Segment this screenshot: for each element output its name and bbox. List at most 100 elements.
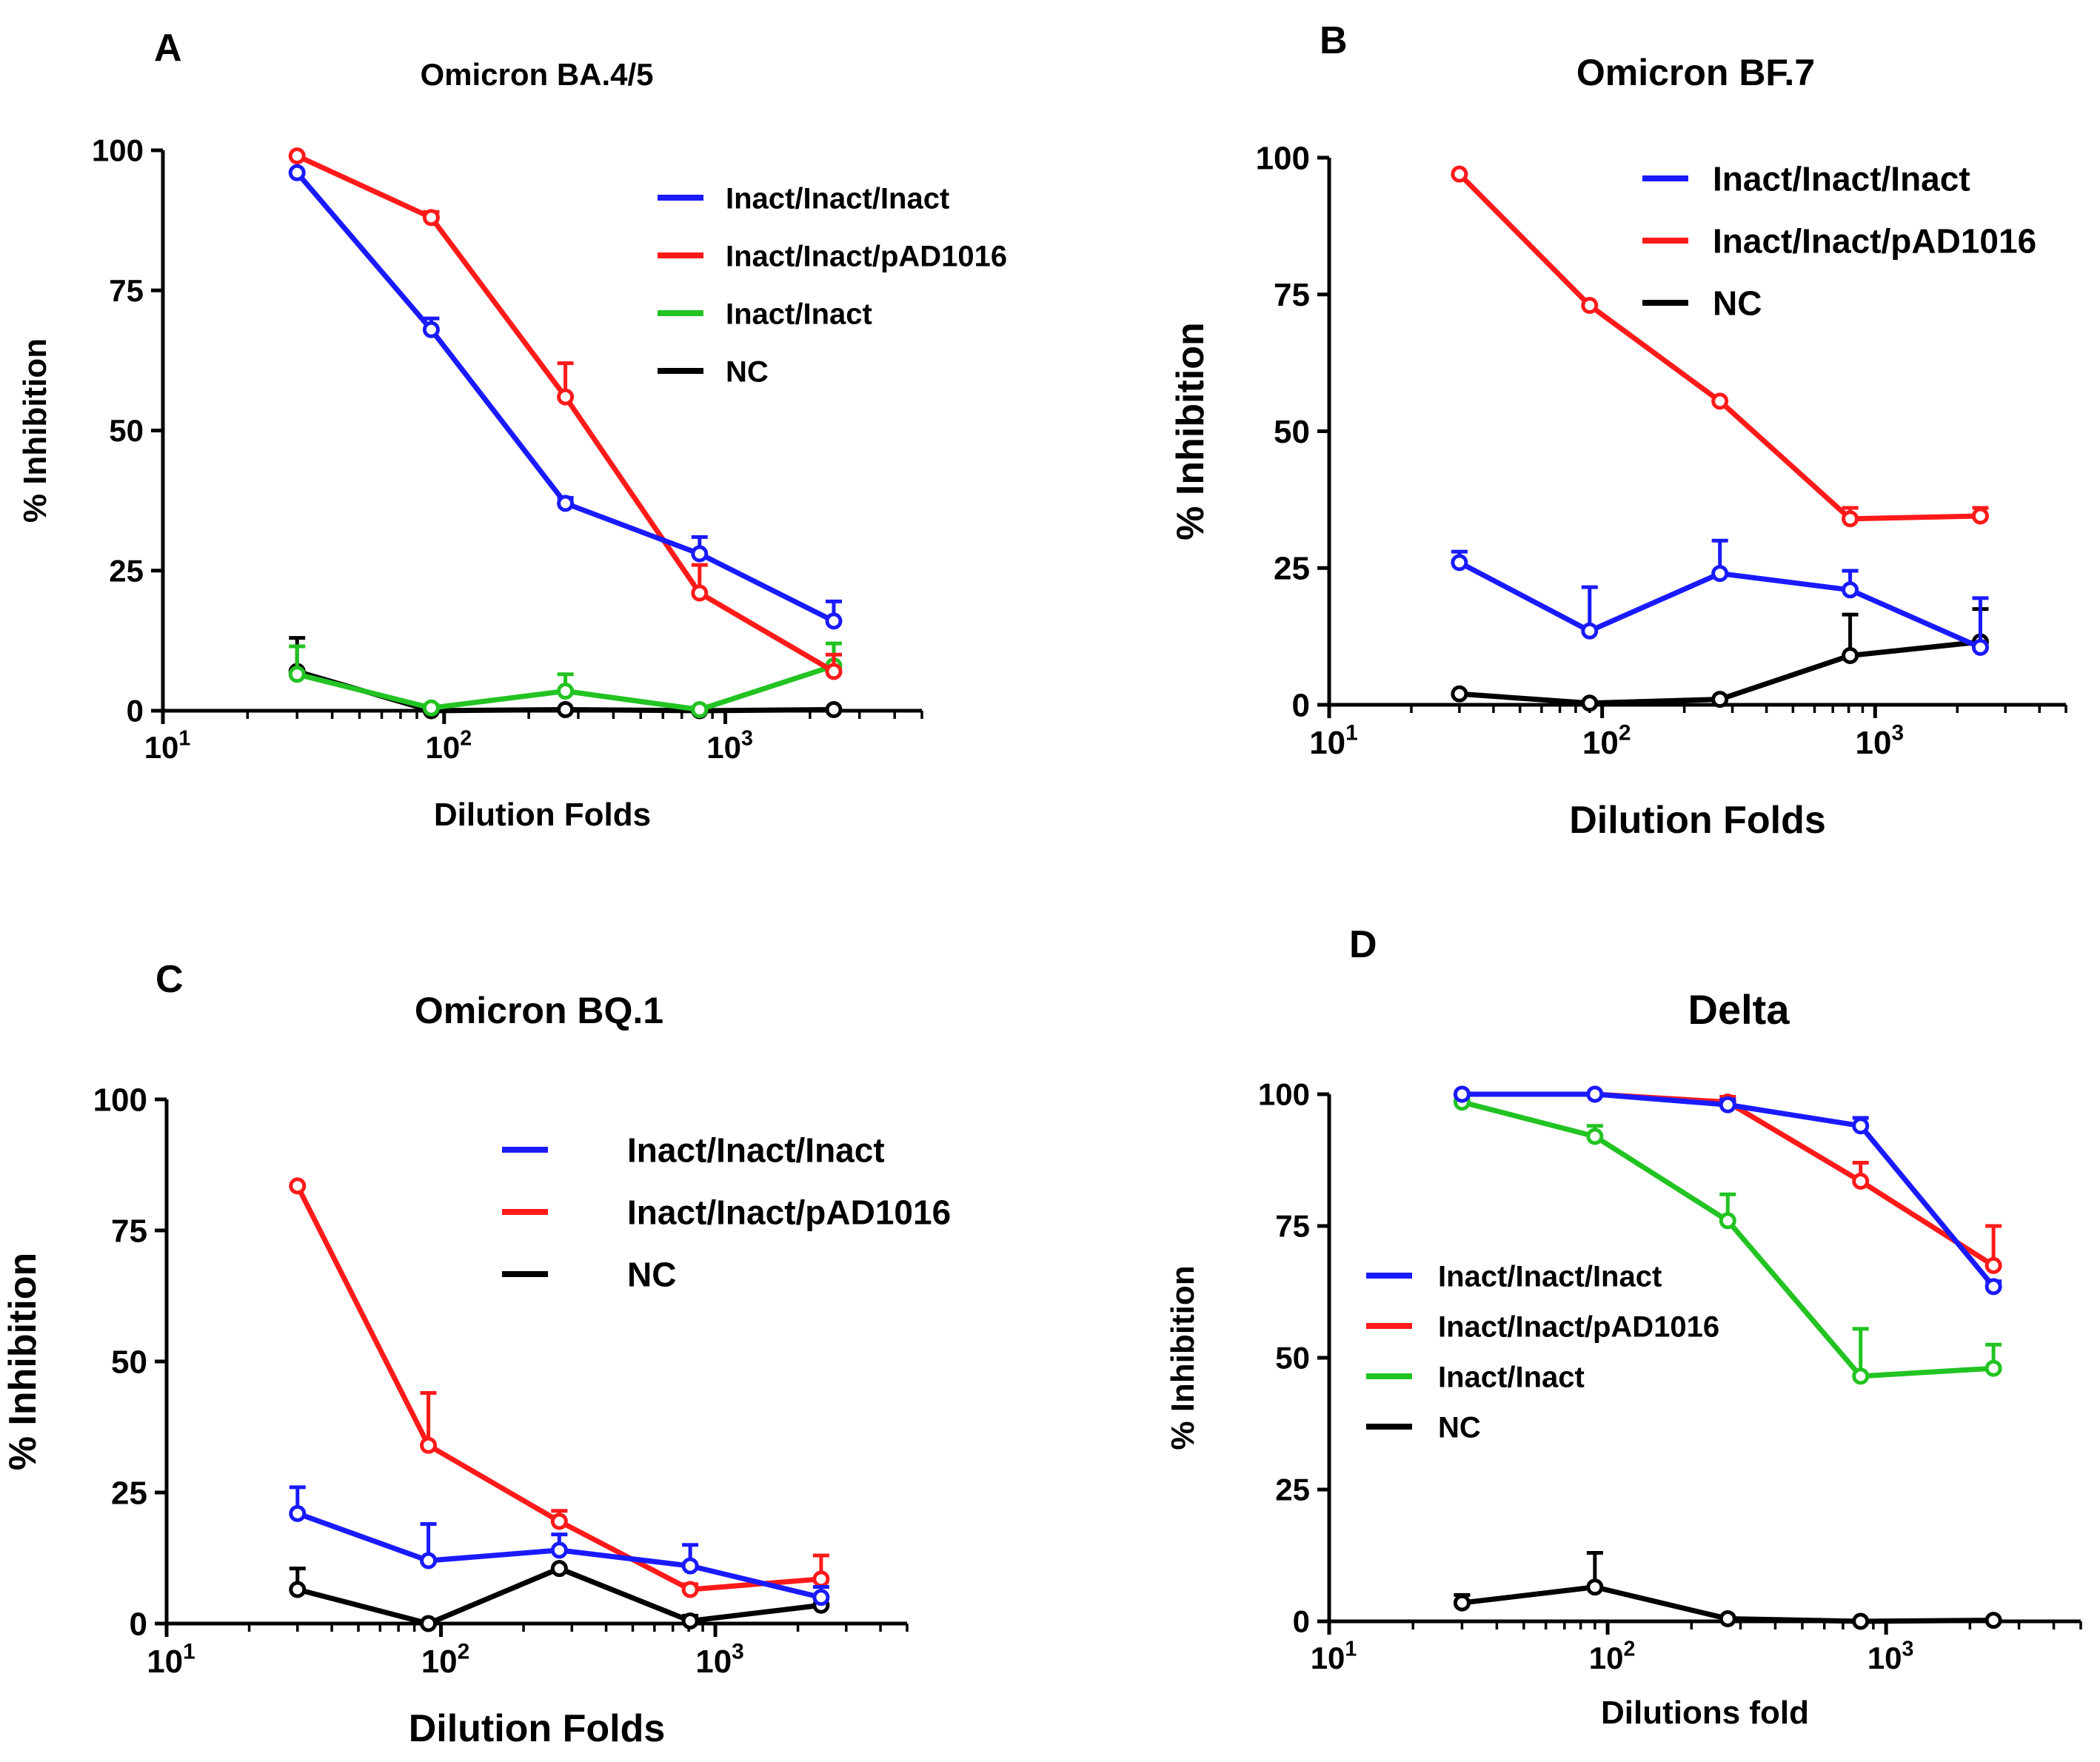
legend-label: NC	[1713, 284, 1762, 323]
data-point	[1586, 1128, 1604, 1145]
data-point	[825, 700, 843, 718]
y-tick-label: 0	[1293, 1604, 1310, 1639]
data-point	[1453, 1085, 1471, 1103]
x-tick-label: 101	[144, 726, 191, 765]
legend-label: Inact/Inact/Inact	[627, 1131, 885, 1170]
y-tick-label: 75	[1274, 277, 1310, 313]
y-tick-label: 100	[1258, 1077, 1310, 1112]
series-inact-inact-inact	[1453, 1085, 2002, 1296]
data-point	[1581, 694, 1599, 712]
data-point	[422, 209, 440, 227]
data-point	[1842, 510, 1859, 528]
legend: Inact/Inact/Inact Inact/Inact/pAD1016 NC	[502, 1131, 951, 1294]
y-tick-label: 25	[1275, 1473, 1310, 1507]
y-axis-label: % Inhibition	[17, 338, 53, 523]
data-point	[1719, 1096, 1736, 1113]
y-tick-label: 0	[127, 694, 144, 728]
data-point	[1984, 1256, 2002, 1274]
y-tick-label: 100	[92, 133, 144, 168]
series-nc	[1453, 1550, 2002, 1630]
panel-letter: A	[154, 27, 182, 70]
data-point	[1586, 1085, 1604, 1103]
data-point	[691, 584, 709, 602]
data-point	[691, 700, 709, 718]
data-point	[420, 1436, 438, 1454]
data-point	[1451, 685, 1468, 703]
chart-title: Omicron BF.7	[1576, 52, 1815, 93]
legend: Inact/Inact/Inact Inact/Inact/pAD1016 NC	[1642, 160, 2036, 323]
data-point	[1451, 165, 1468, 183]
panel-letter: B	[1320, 19, 1348, 62]
panel-letter: C	[156, 958, 184, 1001]
panel-letter: D	[1349, 923, 1377, 966]
legend-label: NC	[627, 1256, 676, 1294]
data-point	[1719, 1609, 1736, 1627]
data-point	[1842, 581, 1859, 599]
data-point	[1711, 565, 1729, 583]
legend-label: Inact/Inact	[1438, 1361, 1585, 1393]
data-point	[1971, 507, 1989, 525]
series-inact-inact-inact	[1451, 538, 1989, 656]
data-point	[681, 1612, 699, 1629]
data-point	[557, 495, 575, 512]
data-point	[812, 1570, 830, 1588]
x-tick-label: 102	[421, 1640, 470, 1680]
data-point	[420, 1615, 438, 1632]
y-tick-label: 100	[1256, 140, 1310, 176]
legend-label: Inact/Inact/pAD1016	[1438, 1310, 1719, 1343]
data-point	[288, 666, 306, 683]
data-point	[1984, 1612, 2002, 1629]
data-point	[1852, 1367, 1870, 1385]
y-tick-label: 25	[109, 553, 144, 588]
data-point	[1852, 1117, 1870, 1135]
legend: Inact/Inact/Inact Inact/Inact/pAD1016 Inac…	[658, 182, 1007, 388]
data-point	[1984, 1359, 2002, 1377]
data-point	[1711, 392, 1729, 410]
y-tick-label: 50	[1274, 414, 1310, 450]
data-point	[288, 147, 306, 165]
data-point	[1453, 1594, 1471, 1612]
legend-label: Inact/Inact/pAD1016	[726, 240, 1007, 272]
x-tick-label: 101	[1309, 721, 1358, 761]
data-point	[557, 700, 575, 718]
y-tick-label: 50	[109, 413, 144, 448]
data-point	[1719, 1212, 1736, 1230]
data-point	[1852, 1612, 1870, 1630]
x-tick-label: 101	[1311, 1637, 1357, 1675]
x-tick-label: 103	[695, 1640, 744, 1680]
y-tick-label: 0	[1292, 687, 1310, 723]
data-point	[550, 1541, 568, 1559]
x-tick-label: 102	[1589, 1637, 1636, 1675]
data-point	[289, 1581, 307, 1598]
data-point	[1581, 622, 1599, 640]
data-point	[1581, 297, 1599, 315]
chart-panel-c: C Omicron BQ.1 0 25 50 75 100 101 102 103 Dilution…	[1, 958, 951, 1750]
chart-panel-d: D Delta 0 25 50 75 100 101 102 103 Dilutions fold%…	[1165, 923, 2082, 1731]
data-point	[422, 321, 440, 338]
series-inact-inact-pad1016	[288, 147, 843, 680]
series-inact-inact-inact	[288, 164, 843, 630]
legend-label: Inact/Inact/Inact	[726, 182, 949, 215]
data-point	[825, 612, 843, 630]
data-point	[1984, 1278, 2002, 1296]
chart-title: Delta	[1688, 986, 1790, 1033]
chart-title: Omicron BA.4/5	[420, 57, 653, 92]
data-point	[1451, 554, 1468, 572]
series-nc	[289, 1560, 830, 1632]
y-tick-label: 75	[111, 1213, 147, 1249]
y-tick-label: 100	[93, 1082, 147, 1118]
data-point	[1971, 638, 1989, 656]
data-point	[812, 1589, 830, 1607]
data-point	[557, 388, 575, 406]
x-tick-label: 103	[1867, 1637, 1914, 1675]
legend-label: Inact/Inact	[726, 298, 872, 330]
data-point	[420, 1552, 438, 1570]
data-point	[681, 1581, 699, 1598]
data-point	[681, 1557, 699, 1575]
data-point	[289, 1504, 307, 1522]
y-tick-label: 0	[130, 1606, 147, 1642]
y-axis-label: % Inhibition	[1165, 1265, 1201, 1450]
data-point	[1711, 691, 1729, 709]
y-tick-label: 50	[1275, 1341, 1310, 1376]
